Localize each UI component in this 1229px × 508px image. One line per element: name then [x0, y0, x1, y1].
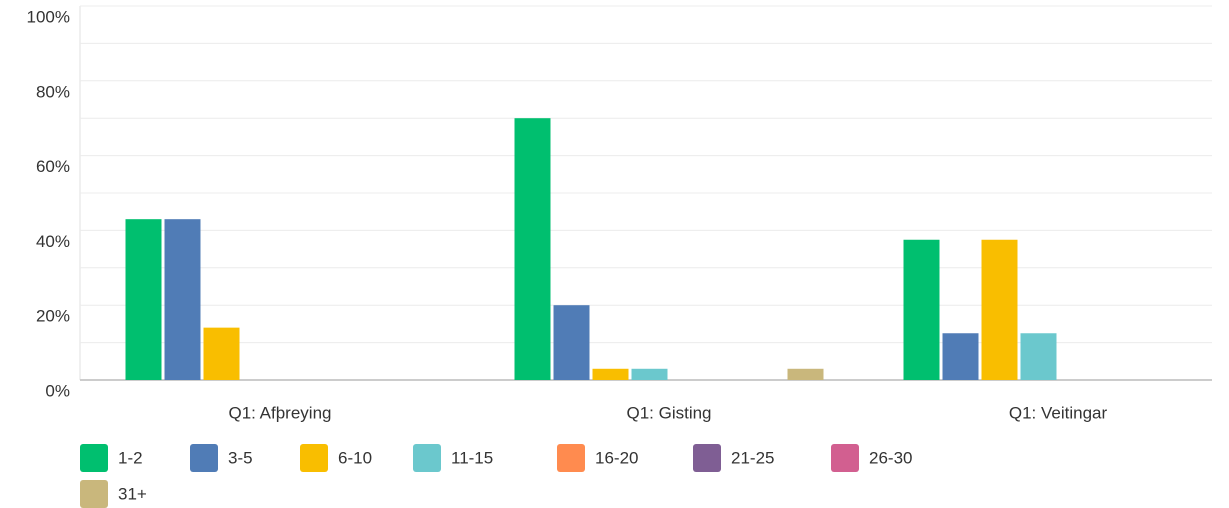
legend-swatch [80, 444, 108, 472]
legend-swatch [190, 444, 218, 472]
bar [592, 368, 629, 380]
legend-label: 26-30 [869, 448, 912, 467]
legend-label: 6-10 [338, 448, 372, 467]
x-tick-label: Q1: Gisting [626, 403, 711, 422]
bar [903, 239, 940, 380]
legend-swatch [831, 444, 859, 472]
bar [631, 368, 668, 380]
bar [514, 118, 551, 380]
y-tick-label: 40% [36, 232, 70, 251]
bar [1020, 333, 1057, 380]
bar [125, 219, 162, 380]
legend-label: 3-5 [228, 448, 253, 467]
legend-label: 31+ [118, 484, 147, 503]
legend-label: 1-2 [118, 448, 143, 467]
x-tick-label: Q1: Veitingar [1009, 403, 1108, 422]
bar [981, 239, 1018, 380]
y-tick-label: 20% [36, 307, 70, 326]
legend-swatch [80, 480, 108, 508]
x-tick-label: Q1: Afþreying [228, 403, 331, 422]
legend-label: 16-20 [595, 448, 638, 467]
y-tick-label: 100% [27, 7, 70, 26]
legend-swatch [557, 444, 585, 472]
y-tick-label: 60% [36, 157, 70, 176]
legend-label: 11-15 [451, 448, 493, 467]
y-tick-label: 0% [45, 381, 70, 400]
legend-swatch [693, 444, 721, 472]
bar [203, 327, 240, 380]
y-tick-label: 80% [36, 82, 70, 101]
bar [553, 305, 590, 380]
bar [164, 219, 201, 380]
bar [942, 333, 979, 380]
bar [787, 368, 824, 380]
legend-label: 21-25 [731, 448, 774, 467]
legend-swatch [300, 444, 328, 472]
legend-swatch [413, 444, 441, 472]
